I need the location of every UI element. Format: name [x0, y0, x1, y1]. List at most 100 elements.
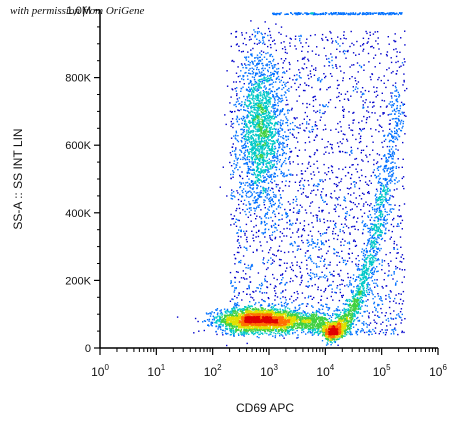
- data-point: [261, 82, 264, 84]
- data-point: [235, 147, 237, 149]
- data-point: [269, 101, 272, 103]
- data-point: [366, 244, 368, 247]
- data-point: [267, 267, 269, 269]
- data-point: [380, 79, 382, 82]
- data-point: [253, 226, 255, 228]
- data-point: [251, 141, 253, 143]
- data-point: [263, 148, 265, 151]
- data-point: [283, 262, 286, 264]
- data-point: [281, 123, 284, 125]
- data-point: [373, 159, 375, 161]
- data-point: [312, 311, 314, 313]
- data-point: [275, 169, 278, 171]
- data-point: [246, 136, 248, 138]
- data-point: [342, 79, 344, 82]
- data-point: [231, 189, 233, 191]
- data-point: [318, 266, 320, 268]
- data-point: [321, 209, 323, 212]
- data-point: [307, 296, 310, 299]
- data-point: [273, 108, 275, 110]
- data-point: [254, 106, 256, 108]
- data-point: [270, 134, 272, 136]
- data-point: [273, 134, 275, 136]
- data-point: [253, 139, 255, 141]
- data-point: [253, 171, 255, 174]
- data-point: [370, 331, 372, 333]
- data-point: [247, 155, 249, 158]
- data-point: [370, 182, 372, 184]
- data-point: [374, 195, 376, 197]
- data-point: [265, 292, 268, 294]
- data-point: [251, 114, 253, 116]
- data-point: [326, 297, 328, 299]
- data-point: [349, 326, 351, 328]
- data-point: [243, 332, 246, 334]
- data-point: [298, 265, 301, 268]
- data-point: [399, 260, 401, 263]
- data-points: [176, 12, 408, 347]
- data-point: [261, 284, 264, 286]
- data-point: [389, 175, 391, 177]
- data-point: [257, 192, 259, 194]
- data-point: [284, 307, 286, 309]
- data-point: [377, 242, 379, 244]
- data-point: [285, 235, 288, 237]
- data-point: [375, 96, 377, 98]
- data-point: [390, 113, 393, 115]
- data-point: [270, 162, 272, 164]
- data-point: [275, 286, 277, 288]
- data-point: [282, 153, 284, 155]
- data-point: [230, 177, 232, 180]
- data-point: [269, 61, 271, 63]
- data-point: [303, 63, 306, 65]
- data-point: [240, 200, 242, 202]
- data-point: [274, 107, 276, 109]
- data-point: [315, 214, 317, 216]
- data-point: [231, 123, 233, 125]
- data-point: [361, 284, 363, 287]
- data-point: [246, 342, 248, 345]
- data-point: [380, 235, 382, 237]
- data-point: [278, 245, 281, 247]
- data-point: [272, 231, 274, 234]
- data-point: [331, 169, 333, 172]
- data-point: [275, 333, 277, 335]
- data-point: [272, 307, 274, 309]
- data-point: [388, 306, 391, 309]
- data-point: [278, 199, 280, 201]
- data-point: [285, 211, 287, 214]
- data-point: [323, 314, 325, 316]
- data-point: [330, 273, 332, 276]
- data-point: [257, 168, 260, 170]
- data-point: [355, 244, 358, 247]
- data-point: [283, 302, 286, 305]
- data-point: [250, 143, 252, 146]
- data-point: [262, 36, 264, 38]
- data-point: [393, 189, 396, 191]
- data-point: [235, 157, 237, 159]
- data-point: [383, 226, 385, 228]
- data-point: [393, 103, 395, 105]
- data-point: [283, 172, 285, 174]
- data-point: [302, 310, 304, 312]
- data-point: [339, 150, 341, 153]
- data-point: [403, 79, 405, 82]
- data-point: [306, 38, 308, 40]
- data-point: [283, 60, 286, 62]
- data-point: [393, 217, 395, 220]
- data-point: [352, 290, 354, 292]
- data-point: [277, 131, 279, 133]
- data-point: [374, 238, 376, 240]
- data-point: [261, 171, 263, 174]
- data-point: [263, 160, 265, 162]
- data-point: [365, 99, 367, 101]
- data-point: [216, 316, 218, 318]
- data-point: [282, 67, 284, 69]
- data-point: [251, 121, 253, 123]
- data-point: [387, 167, 390, 170]
- data-point: [368, 180, 371, 182]
- data-point: [332, 233, 334, 235]
- data-point: [397, 158, 399, 160]
- data-point: [260, 32, 262, 34]
- data-point: [371, 112, 373, 114]
